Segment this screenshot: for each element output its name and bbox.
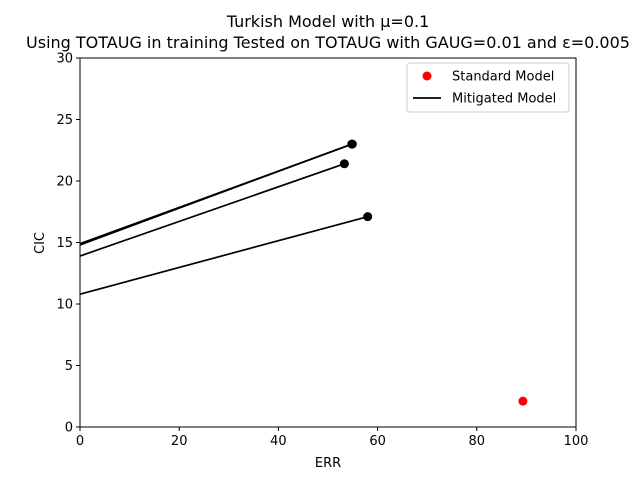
standard-model-point [518,396,528,406]
y-tick-label: 15 [56,236,73,251]
y-tick-label: 5 [65,359,73,374]
legend-marker-standard-model [422,71,432,81]
chart-title-line-1: Turkish Model with μ=0.1 [226,12,430,31]
x-axis-ticks: 0 20 40 60 80 100 [76,427,589,449]
chart-title-line-2: Using TOTAUG in training Tested on TOTAU… [26,33,630,52]
mitigated-model-line [79,143,353,245]
mitigated-model-point [347,139,357,149]
y-tick-label: 0 [65,421,73,436]
legend-label-mitigated-model: Mitigated Model [452,92,556,107]
y-tick-label: 20 [56,175,73,190]
x-tick-label: 20 [171,434,188,449]
legend-label-standard-model: Standard Model [452,70,554,85]
x-tick-label: 40 [270,434,287,449]
x-tick-label: 100 [564,434,589,449]
x-axis-label: ERR [315,456,341,471]
mitigated-model-line [79,162,345,257]
series-layer [79,139,528,406]
x-tick-label: 80 [469,434,486,449]
legend: Standard Model Mitigated Model [406,62,570,113]
plot-area [79,57,577,428]
y-tick-label: 10 [56,298,73,313]
plot-frame [79,57,577,428]
mitigated-model-point [363,212,373,222]
y-tick-label: 30 [56,52,73,67]
x-tick-label: 0 [76,434,84,449]
mitigated-model-point [339,159,349,169]
mitigated-model-line [79,215,368,295]
x-tick-label: 60 [369,434,386,449]
y-tick-label: 25 [56,113,73,128]
y-axis-label: CIC [33,232,48,254]
legend-box [406,62,570,113]
y-axis-ticks: 0 5 10 15 20 25 30 [56,52,80,436]
